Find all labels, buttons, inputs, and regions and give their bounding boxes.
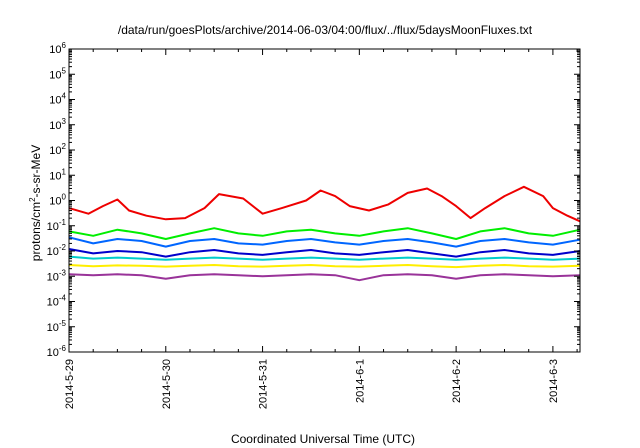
y-tick-label-exp: 4 — [62, 92, 67, 101]
x-tick-label: 2014-6-1 — [354, 359, 366, 403]
y-axis-label-sup: 2 — [28, 197, 37, 202]
x-tick-label: 2014-5-30 — [161, 359, 173, 409]
svg-text:protons/cm2-s-sr-MeV: protons/cm2-s-sr-MeV — [28, 145, 43, 261]
y-tick-label: 10-1 — [47, 218, 67, 233]
y-tick-label-base: 10 — [47, 271, 59, 283]
y-axis-label-base: protons/cm — [29, 202, 43, 261]
y-tick-label: 101 — [49, 167, 66, 182]
y-tick-label: 102 — [49, 142, 66, 157]
y-tick-label-exp: 6 — [62, 41, 67, 50]
x-tick-label: 2014-6-2 — [451, 359, 463, 403]
y-tick-label: 10-6 — [47, 344, 67, 359]
y-tick-label-exp: -1 — [59, 218, 67, 227]
series-line-5 — [68, 255, 581, 261]
y-tick-label: 104 — [49, 92, 66, 107]
series-line-2 — [68, 227, 581, 240]
y-tick-label-base: 10 — [47, 347, 59, 359]
y-tick-label-exp: 3 — [62, 117, 67, 126]
y-tick-label-exp: 1 — [62, 167, 67, 176]
chart-title: /data/run/goesPlots/archive/2014-06-03/0… — [118, 23, 533, 37]
series-line-3 — [68, 236, 581, 248]
y-tick-label-exp: -2 — [59, 243, 67, 252]
y-tick-label: 10-5 — [47, 319, 67, 334]
series-layer — [68, 185, 581, 282]
y-axis-label-rest: -s-sr-MeV — [29, 145, 43, 198]
x-tick-label: 2014-5-29 — [64, 359, 76, 409]
y-tick-label-base: 10 — [47, 221, 59, 233]
y-tick-label-base: 10 — [49, 196, 61, 208]
y-tick-label-base: 10 — [49, 145, 61, 157]
y-tick-label: 106 — [49, 41, 66, 56]
y-tick-label: 10-3 — [47, 268, 67, 283]
y-tick-label-exp: 2 — [62, 142, 67, 151]
plot-frame — [68, 48, 581, 353]
y-tick-label: 105 — [49, 66, 66, 81]
y-tick-label: 100 — [49, 193, 66, 208]
y-tick-label: 10-2 — [47, 243, 67, 258]
series-line-4 — [68, 248, 581, 258]
ticks-layer: 10-610-510-410-310-210-11001011021031041… — [47, 41, 580, 409]
series-line-6 — [68, 264, 581, 269]
y-tick-label-exp: -3 — [59, 268, 67, 277]
y-tick-label-exp: -6 — [59, 344, 67, 353]
y-axis-label: protons/cm2-s-sr-MeV — [28, 145, 43, 261]
y-tick-label-base: 10 — [47, 246, 59, 258]
y-tick-label-exp: 5 — [62, 66, 67, 75]
y-tick-label-base: 10 — [49, 95, 61, 107]
x-tick-label: 2014-6-3 — [548, 359, 560, 403]
series-line-1 — [68, 185, 581, 223]
y-tick-label-base: 10 — [49, 69, 61, 81]
y-tick-label-base: 10 — [49, 170, 61, 182]
y-tick-label-exp: 0 — [62, 193, 67, 202]
y-tick-label-base: 10 — [49, 120, 61, 132]
y-tick-label-exp: -4 — [59, 294, 67, 303]
y-tick-label: 10-4 — [47, 294, 67, 309]
y-tick-label-base: 10 — [47, 297, 59, 309]
y-tick-label-base: 10 — [49, 44, 61, 56]
y-tick-label-base: 10 — [47, 322, 59, 334]
x-tick-label: 2014-5-31 — [258, 359, 270, 409]
x-axis-label: Coordinated Universal Time (UTC) — [231, 432, 415, 446]
series-line-7 — [68, 273, 581, 282]
y-tick-label-exp: -5 — [59, 319, 67, 328]
y-tick-label: 103 — [49, 117, 66, 132]
